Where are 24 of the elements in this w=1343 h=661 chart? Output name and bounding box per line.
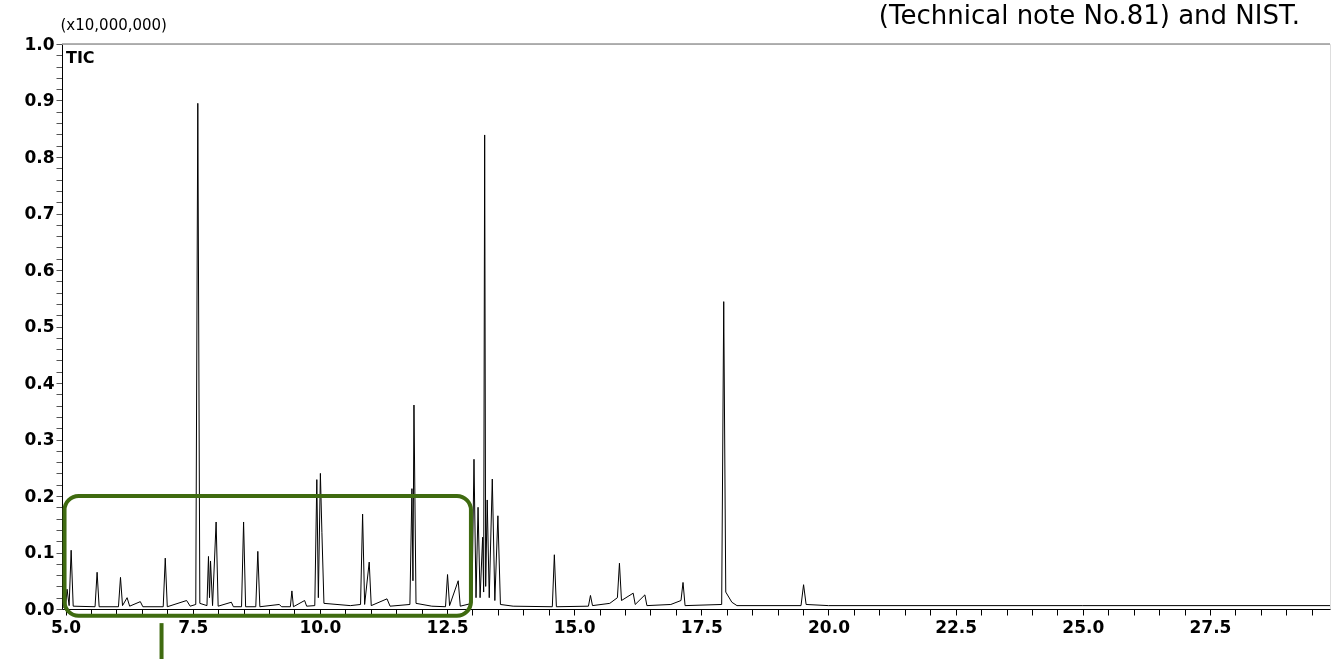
y-tick-label: 0.1 — [24, 542, 55, 562]
y-tick-label: 0.0 — [24, 598, 55, 619]
y-tick-label: 1.0 — [24, 33, 55, 54]
x-tick-label: 10.0 — [299, 616, 342, 637]
x-tick-label: 7.5 — [178, 616, 209, 637]
y-tick-label: 0.3 — [24, 429, 55, 449]
x-tick-label: 22.5 — [935, 616, 978, 637]
x-tick-label: 17.5 — [680, 616, 723, 637]
x-tick-label: 25.0 — [1062, 616, 1105, 637]
y-tick-label: 0.7 — [24, 203, 55, 223]
x-tick-label: 20.0 — [808, 616, 851, 637]
y-tick-label: 0.9 — [24, 90, 55, 110]
y-tick-label: 0.5 — [24, 316, 55, 336]
text: (Technical note No.81) and NIST. — [878, 0, 1300, 30]
x-tick-label: 12.5 — [426, 616, 469, 637]
y-tick-label: 0.8 — [24, 146, 55, 167]
x-tick-label: 15.0 — [553, 616, 596, 637]
y-tick-label: 0.6 — [24, 259, 55, 280]
y-axis-title: (x10,000,000) — [60, 15, 167, 34]
x-tick-label: 5.0 — [51, 616, 82, 637]
x-tick-label: 27.5 — [1189, 616, 1232, 637]
y-tick-label: 0.4 — [24, 372, 55, 393]
y-tick-label: 0.2 — [24, 485, 55, 506]
annotation: TIC — [66, 48, 95, 67]
